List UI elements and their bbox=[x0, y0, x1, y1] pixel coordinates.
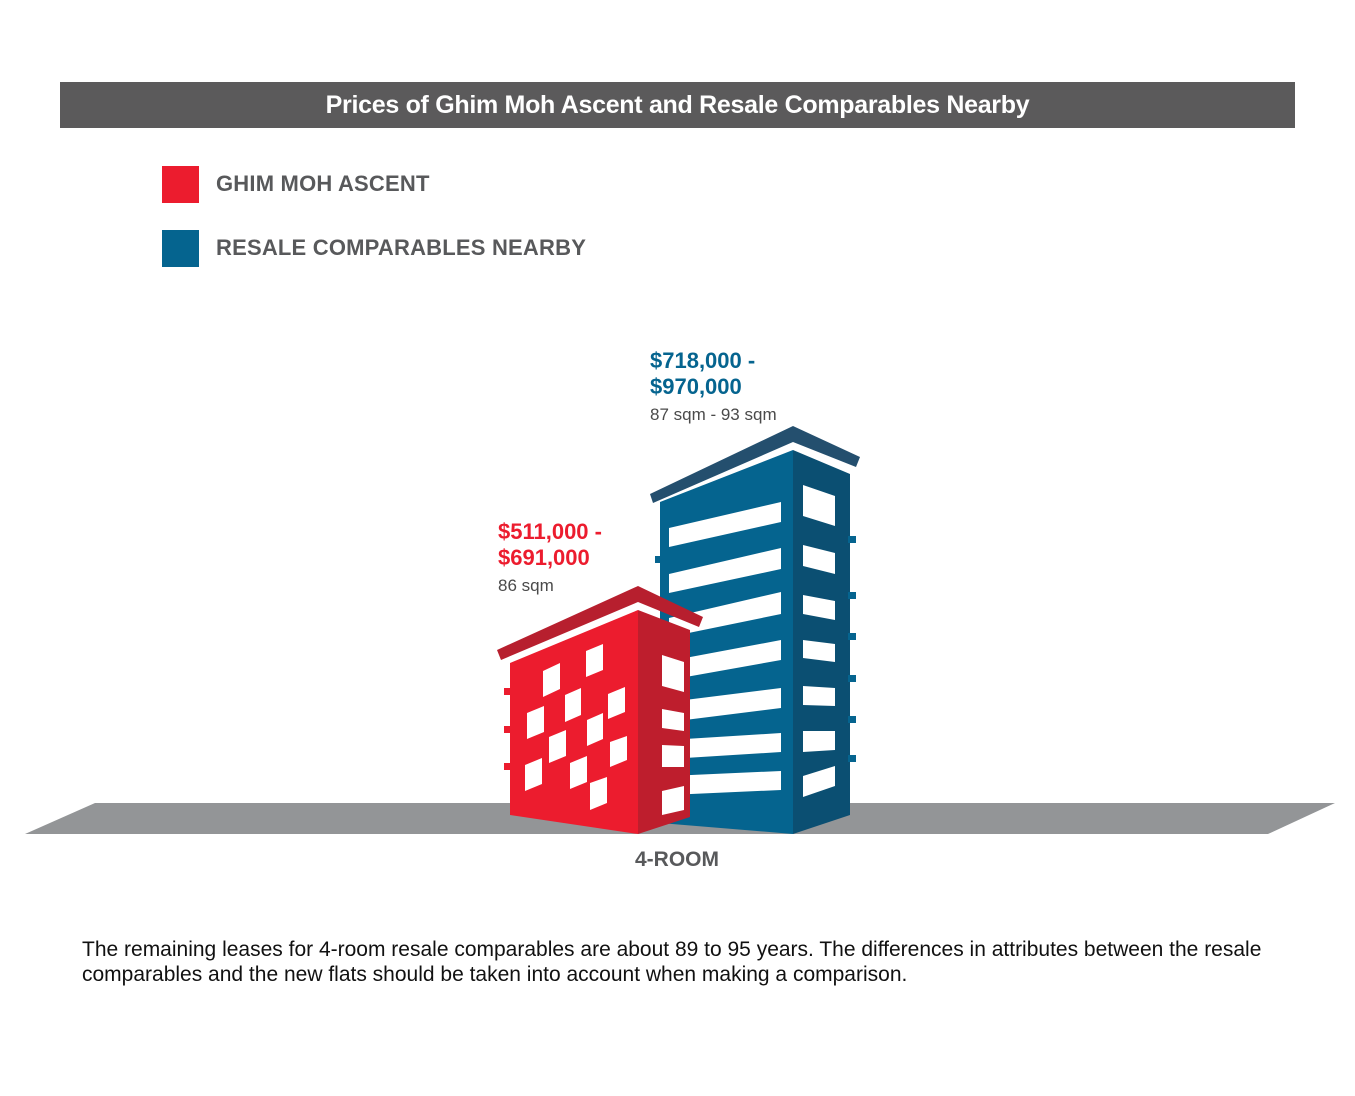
red-price-label-line1: $511,000 - bbox=[498, 519, 602, 544]
building-resale-comparables bbox=[650, 426, 860, 834]
legend-swatch-red bbox=[162, 165, 199, 203]
blue-building-roof bbox=[650, 426, 860, 503]
legend-swatch-blue bbox=[162, 229, 199, 267]
building-ghim-moh-ascent bbox=[497, 586, 703, 834]
blue-price-label-line2: $970,000 bbox=[650, 374, 742, 399]
red-building-windows bbox=[525, 644, 627, 810]
blue-building-windows bbox=[669, 502, 781, 795]
legend-item-ghim-moh-ascent: GHIM MOH ASCENT bbox=[162, 165, 586, 203]
legend: GHIM MOH ASCENT RESALE COMPARABLES NEARB… bbox=[162, 165, 586, 293]
legend-label: GHIM MOH ASCENT bbox=[216, 171, 430, 196]
red-building-roof bbox=[497, 586, 703, 660]
blue-price-label-line1: $718,000 - bbox=[650, 348, 755, 373]
red-size-label: 86 sqm bbox=[498, 576, 554, 595]
blue-size-label: 87 sqm - 93 sqm bbox=[650, 405, 777, 424]
footnote: The remaining leases for 4-room resale c… bbox=[82, 938, 1262, 986]
legend-item-resale-comparables: RESALE COMPARABLES NEARBY bbox=[162, 229, 586, 267]
x-category-label: 4-ROOM bbox=[635, 848, 719, 871]
red-price-label-line2: $691,000 bbox=[498, 545, 590, 570]
chart-title: Prices of Ghim Moh Ascent and Resale Com… bbox=[60, 82, 1295, 128]
legend-label: RESALE COMPARABLES NEARBY bbox=[216, 235, 587, 260]
